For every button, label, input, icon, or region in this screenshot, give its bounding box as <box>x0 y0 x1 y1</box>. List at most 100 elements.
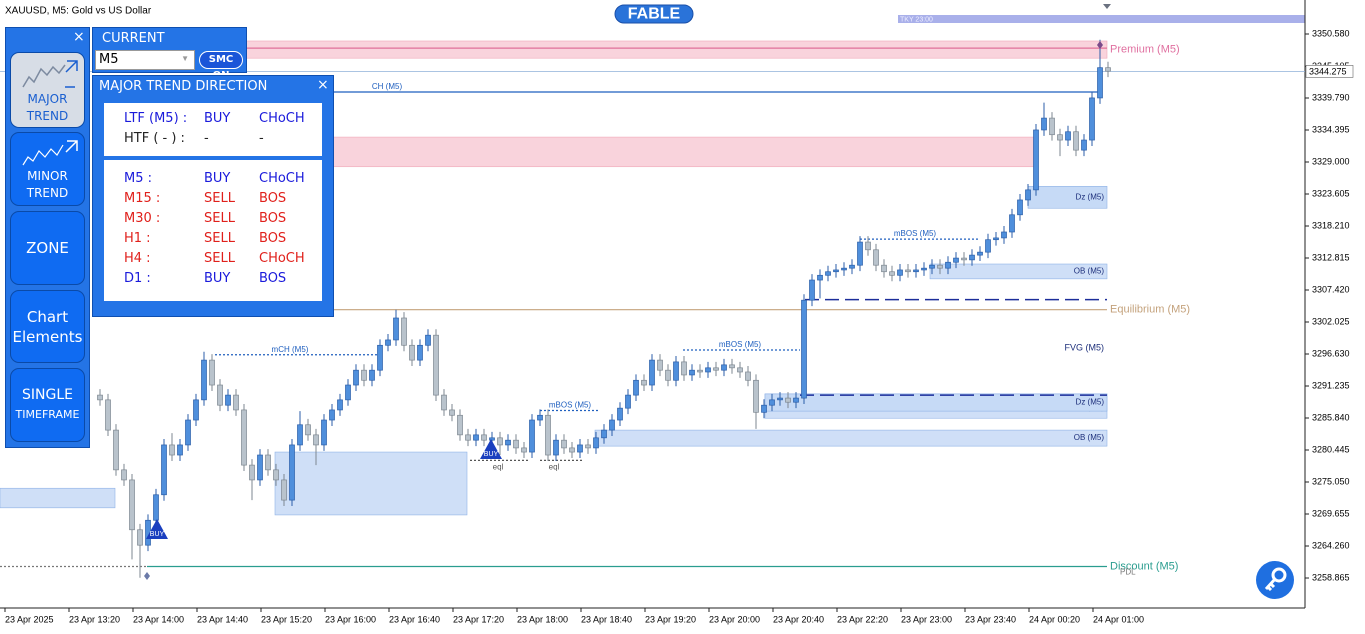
candle-body <box>1017 199 1023 216</box>
candle-body <box>729 364 735 369</box>
candle-body <box>1081 139 1087 151</box>
chart-elements-button[interactable]: Chart Elements <box>10 290 85 363</box>
candle-body <box>601 429 607 439</box>
candle-body <box>857 241 863 266</box>
trend-cell: - <box>204 131 209 146</box>
candle-body <box>537 414 543 421</box>
candle-body <box>1025 189 1031 201</box>
signal-label: BUY <box>150 531 165 538</box>
candle-body <box>985 239 991 253</box>
zone-label: Premium (M5) <box>1110 43 1180 55</box>
candle-body <box>769 399 775 406</box>
candle-body <box>673 361 679 381</box>
trend-cell: BOS <box>259 191 287 206</box>
timeframe-box: CURRENT M5 ▼ SMC ON <box>92 27 247 81</box>
candle-body <box>809 279 815 301</box>
trend-cell: CHoCH <box>259 111 305 126</box>
candle-body <box>705 367 711 373</box>
x-tick-label: 23 Apr 19:20 <box>645 614 696 624</box>
candle-body <box>761 404 767 413</box>
major-trend-button[interactable]: MAJOR TREND <box>10 52 85 128</box>
price-box <box>1305 65 1354 78</box>
candle-body <box>113 429 119 471</box>
level-label: eql <box>549 462 560 471</box>
button-label: ZONE <box>26 239 69 257</box>
candle-body <box>321 419 327 446</box>
candle-body <box>121 469 127 481</box>
candle-body <box>929 264 935 269</box>
trend-cell: D1 : <box>124 271 151 286</box>
candle-body <box>1001 231 1007 239</box>
y-tick-label: 3334.395 <box>1312 124 1350 134</box>
trend-cell: H1 : <box>124 231 151 246</box>
candle-body <box>465 434 471 441</box>
candle-body <box>633 379 639 396</box>
x-tick-label: 23 Apr 18:40 <box>581 614 632 624</box>
zone-label: OB (M5) <box>1074 433 1105 442</box>
candle-body <box>1049 117 1055 136</box>
candle-body <box>545 414 551 456</box>
candle-body <box>609 419 615 431</box>
x-tick-label: 23 Apr 15:20 <box>261 614 312 624</box>
trend-cell: HTF ( - ) : <box>124 131 185 146</box>
single-timeframe-button[interactable]: SINGLE TIMEFRAME <box>10 368 85 442</box>
x-tick-label: 23 Apr 16:40 <box>389 614 440 624</box>
close-icon[interactable]: × <box>73 29 85 45</box>
minor-trend-button[interactable]: MINOR TREND <box>10 132 85 206</box>
candle-body <box>953 257 959 263</box>
candle-body <box>393 317 399 341</box>
x-tick-label: 23 Apr 23:40 <box>965 614 1016 624</box>
candle-body <box>241 409 247 466</box>
signal-marker <box>146 519 168 539</box>
level-label: mCH (M5) <box>272 345 309 354</box>
level-label: eql <box>493 462 504 471</box>
session-label: TKY 23:00 <box>900 16 933 23</box>
scroll-marker <box>1103 4 1111 9</box>
candle-body <box>825 271 831 276</box>
candle-body <box>1097 67 1103 99</box>
timeframe-header: CURRENT <box>102 31 165 46</box>
candle-body <box>529 419 535 453</box>
trend-cell: M15 : <box>124 191 161 206</box>
candle-body <box>777 397 783 401</box>
candle-body <box>297 424 303 446</box>
trend-cell: BUY <box>204 111 231 126</box>
candle-body <box>377 344 383 371</box>
trend-cell: SELL <box>204 211 235 226</box>
candle-body <box>849 264 855 269</box>
y-tick-label: 3264.260 <box>1312 540 1350 550</box>
trend-row: M5 : BUY CHoCH <box>124 171 305 191</box>
session-bar <box>898 15 1305 23</box>
swing-marker <box>144 572 150 580</box>
signal-label: BUY <box>484 451 499 458</box>
y-tick-label: 3285.840 <box>1312 412 1350 422</box>
signal-marker <box>480 439 502 459</box>
candle-body <box>793 397 799 403</box>
candle-body <box>217 384 223 406</box>
level-label: Discount (M5) <box>1110 560 1178 572</box>
trend-cell: BUY <box>204 271 231 286</box>
timeframe-select[interactable]: M5 ▼ <box>95 50 195 70</box>
x-tick-label: 23 Apr 14:40 <box>197 614 248 624</box>
zone-button[interactable]: ZONE <box>10 211 85 285</box>
candle-body <box>473 434 479 441</box>
candle-body <box>313 434 319 446</box>
level-label: PDL <box>1120 568 1136 577</box>
candle-body <box>289 444 295 501</box>
y-tick-label: 3323.605 <box>1312 188 1350 198</box>
zone-label: Dz (M5) <box>1076 398 1105 407</box>
candle-body <box>233 394 239 411</box>
y-tick-label: 3275.050 <box>1312 476 1350 486</box>
candle-body <box>1009 214 1015 233</box>
trend-cell: M30 : <box>124 211 161 226</box>
candle-body <box>961 257 967 261</box>
button-label: TREND <box>26 186 69 200</box>
candle-body <box>457 414 463 436</box>
candle-body <box>257 454 263 481</box>
candle-body <box>281 479 287 501</box>
close-icon[interactable]: × <box>317 77 329 93</box>
smc-button[interactable]: SMC ON <box>199 51 243 81</box>
candle-body <box>433 334 439 396</box>
